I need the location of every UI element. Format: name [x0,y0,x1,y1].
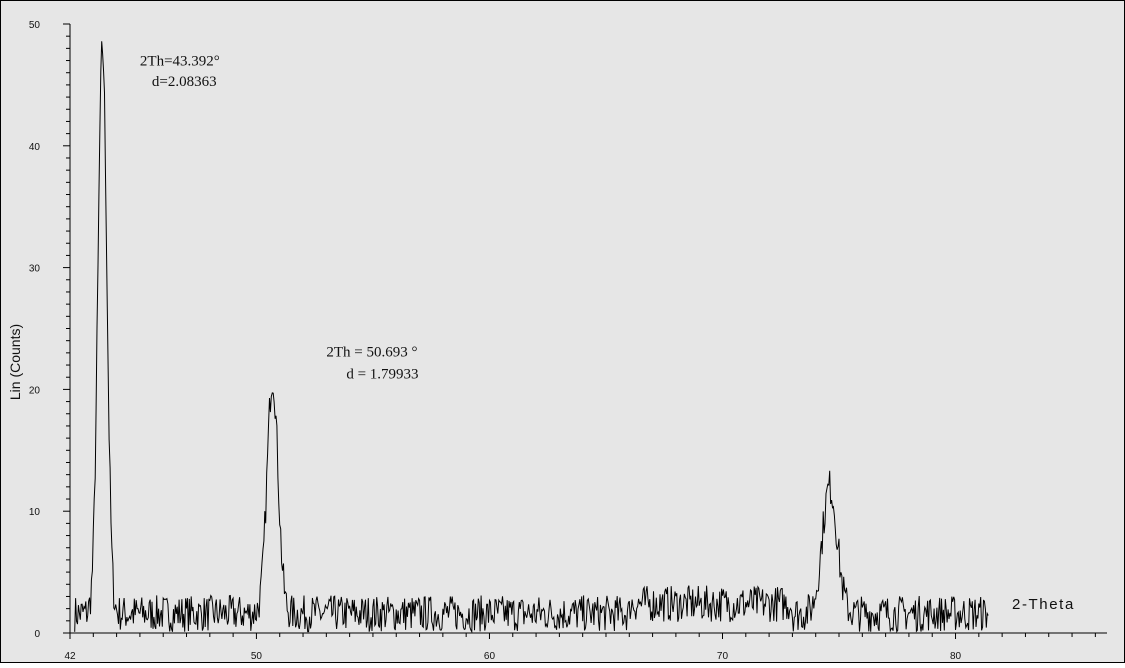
y-tick-label: 50 [29,20,41,31]
y-tick-label: 20 [29,385,41,396]
x-tick-label: 60 [484,651,496,662]
annotation-peak-1: 2Th=43.392° d=2.08363 [140,53,220,90]
y-tick-label: 40 [29,142,41,153]
annotation-peak-1-two-theta: 2Th=43.392° [140,53,220,69]
x-tick-label: 80 [950,651,962,662]
x-tick-label: 70 [717,651,729,662]
diffraction-trace [74,41,989,634]
y-axis-label: Lin (Counts) [7,324,23,400]
plot-area: 42 50 60 70 80 0 10 20 30 40 50 [29,20,1107,662]
y-tick-label: 0 [34,629,40,640]
annotation-peak-1-d-spacing: d=2.08363 [152,74,217,90]
x-tick-label: 42 [64,651,76,662]
x-tick-label: 50 [251,651,263,662]
annotation-peak-2-d-spacing: d = 1.79933 [346,366,418,382]
annotation-peak-2: 2Th = 50.693 ° d = 1.79933 [326,345,418,383]
y-tick-label: 10 [29,507,41,518]
y-tick-label: 30 [29,264,41,275]
annotation-peak-2-two-theta: 2Th = 50.693 ° [326,345,417,361]
x-axis-label: 2-Theta [1012,596,1075,613]
